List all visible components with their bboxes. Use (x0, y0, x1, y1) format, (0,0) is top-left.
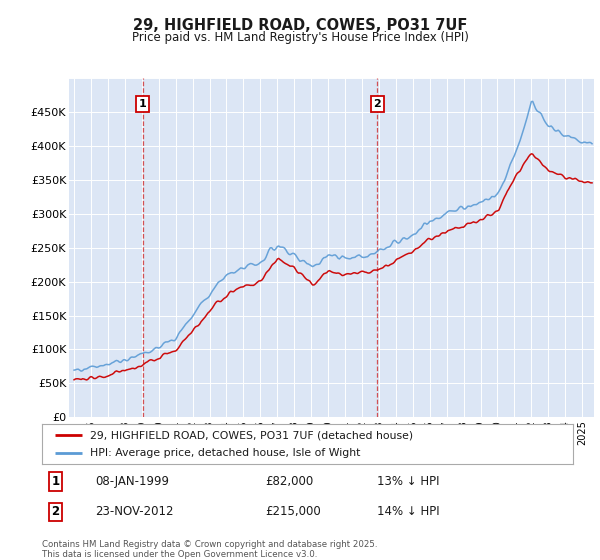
Text: 13% ↓ HPI: 13% ↓ HPI (377, 475, 439, 488)
Text: 2: 2 (51, 506, 59, 519)
Text: 1: 1 (139, 99, 146, 109)
Text: Contains HM Land Registry data © Crown copyright and database right 2025.
This d: Contains HM Land Registry data © Crown c… (42, 540, 377, 559)
Text: 29, HIGHFIELD ROAD, COWES, PO31 7UF (detached house): 29, HIGHFIELD ROAD, COWES, PO31 7UF (det… (90, 430, 413, 440)
Text: 29, HIGHFIELD ROAD, COWES, PO31 7UF: 29, HIGHFIELD ROAD, COWES, PO31 7UF (133, 18, 467, 33)
Text: £82,000: £82,000 (265, 475, 313, 488)
Text: 1: 1 (51, 475, 59, 488)
Text: 08-JAN-1999: 08-JAN-1999 (95, 475, 169, 488)
Text: 23-NOV-2012: 23-NOV-2012 (95, 506, 173, 519)
Text: Price paid vs. HM Land Registry's House Price Index (HPI): Price paid vs. HM Land Registry's House … (131, 31, 469, 44)
Text: £215,000: £215,000 (265, 506, 321, 519)
Text: HPI: Average price, detached house, Isle of Wight: HPI: Average price, detached house, Isle… (90, 448, 360, 458)
Text: 14% ↓ HPI: 14% ↓ HPI (377, 506, 439, 519)
Text: 2: 2 (373, 99, 381, 109)
